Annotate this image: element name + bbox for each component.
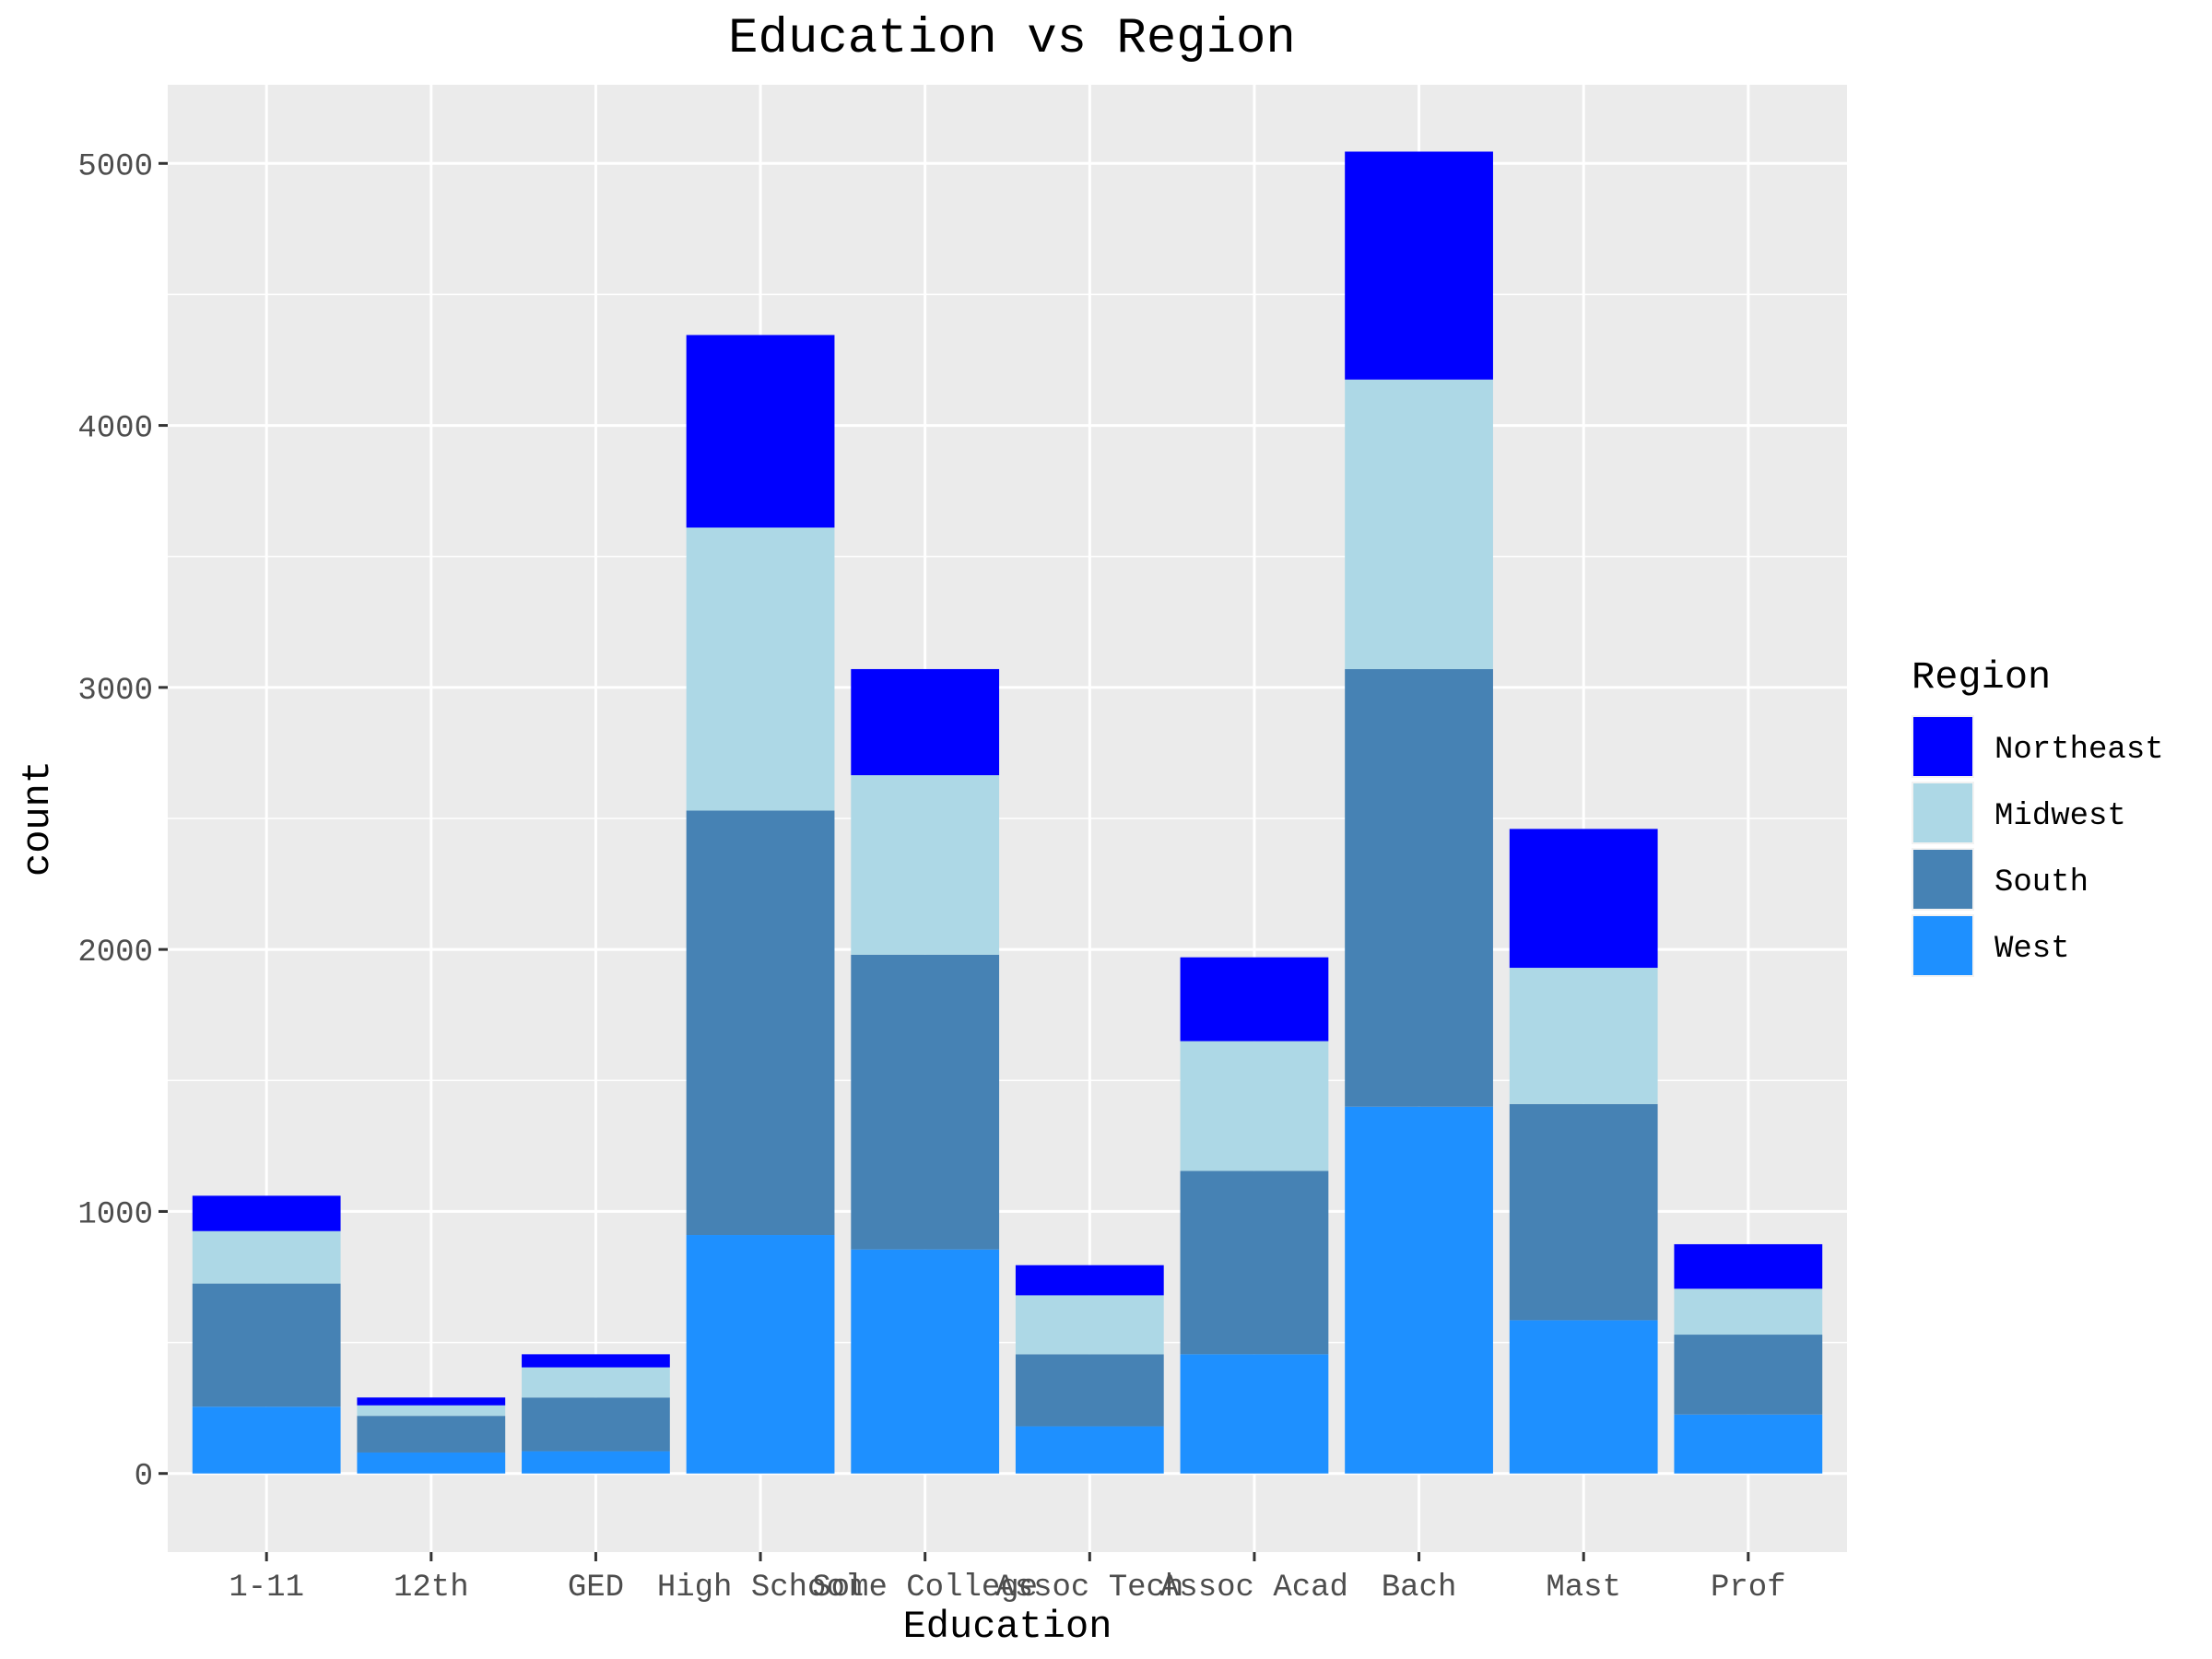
bar-midwest-assoc-acad (1180, 1041, 1329, 1171)
bar-midwest-bach (1345, 379, 1493, 669)
bar-northeast-assoc-acad (1180, 957, 1329, 1041)
bar-west-high-school (686, 1235, 835, 1474)
x-axis-title: Education (903, 1605, 1112, 1649)
bar-south-mast (1509, 1103, 1658, 1321)
bar-northeast-some-college (851, 668, 1000, 776)
bar-west-some-college (851, 1249, 1000, 1474)
bar-south-12th (357, 1416, 506, 1453)
x-tick-label: 1-11 (229, 1571, 304, 1606)
bar-south-bach (1345, 668, 1493, 1107)
y-tick-label: 4000 (77, 412, 153, 447)
bar-northeast-prof (1674, 1243, 1823, 1289)
bar-south-1-11 (192, 1283, 341, 1407)
legend-swatch-south (1913, 850, 1972, 909)
bar-south-prof (1674, 1335, 1823, 1415)
bar-midwest-1-11 (192, 1230, 341, 1284)
bar-south-some-college (851, 954, 1000, 1250)
bar-south-assoc-tech (1015, 1354, 1164, 1427)
bar-northeast-ged (522, 1354, 670, 1368)
legend-label-northeast: Northeast (1994, 733, 2164, 768)
bar-midwest-high-school (686, 527, 835, 811)
bar-northeast-high-school (686, 335, 835, 528)
legend-swatch-northeast (1913, 717, 1972, 776)
y-tick-label: 3000 (77, 674, 153, 709)
bar-midwest-some-college (851, 775, 1000, 955)
bar-northeast-bach (1345, 151, 1493, 380)
legend-swatch-midwest (1913, 783, 1972, 842)
bar-midwest-mast (1509, 968, 1658, 1104)
bar-west-bach (1345, 1106, 1493, 1474)
bar-west-assoc-tech (1015, 1426, 1164, 1474)
legend-label-midwest: Midwest (1994, 799, 2126, 834)
x-tick-label: Assoc Tech (995, 1571, 1183, 1606)
bar-west-ged (522, 1451, 670, 1474)
bar-west-assoc-acad (1180, 1354, 1329, 1474)
y-tick-label: 2000 (77, 935, 153, 971)
x-tick-label: Some College (812, 1571, 1038, 1606)
y-tick-label: 5000 (77, 149, 153, 184)
bar-west-1-11 (192, 1406, 341, 1474)
y-axis-title: count (16, 760, 60, 877)
bar-northeast-assoc-tech (1015, 1265, 1164, 1296)
bar-northeast-1-11 (192, 1195, 341, 1231)
bar-northeast-mast (1509, 829, 1658, 969)
bar-west-prof (1674, 1414, 1823, 1474)
y-tick-label: 1000 (77, 1197, 153, 1232)
x-tick-label: 12th (394, 1571, 469, 1606)
bar-west-mast (1509, 1320, 1658, 1474)
legend-label-west: West (1994, 932, 2070, 967)
bar-midwest-ged (522, 1367, 670, 1398)
bar-south-high-school (686, 810, 835, 1236)
bar-northeast-12th (357, 1397, 506, 1406)
legend-swatch-west (1913, 916, 1972, 975)
x-tick-label: Prof (1711, 1571, 1786, 1606)
y-tick-label: 0 (135, 1460, 153, 1495)
x-tick-label: GED (568, 1571, 624, 1606)
bar-south-ged (522, 1397, 670, 1452)
bars (192, 151, 1823, 1474)
bar-west-12th (357, 1452, 506, 1474)
x-tick-label: High School (657, 1571, 864, 1606)
y-axis: 0 1000 2000 3000 4000 5000 (77, 149, 168, 1495)
chart-title: Education vs Region (728, 11, 1296, 67)
x-tick-label: Mast (1546, 1571, 1621, 1606)
legend: Region Northeast Midwest South West (1912, 655, 2164, 977)
legend-title: Region (1912, 655, 2051, 700)
bar-midwest-prof (1674, 1288, 1823, 1335)
bar-midwest-12th (357, 1405, 506, 1417)
legend-label-south: South (1994, 865, 2088, 900)
bar-midwest-assoc-tech (1015, 1295, 1164, 1355)
bar-south-assoc-acad (1180, 1171, 1329, 1355)
x-tick-label: Bach (1382, 1571, 1457, 1606)
x-tick-label: Assoc Acad (1160, 1571, 1348, 1606)
